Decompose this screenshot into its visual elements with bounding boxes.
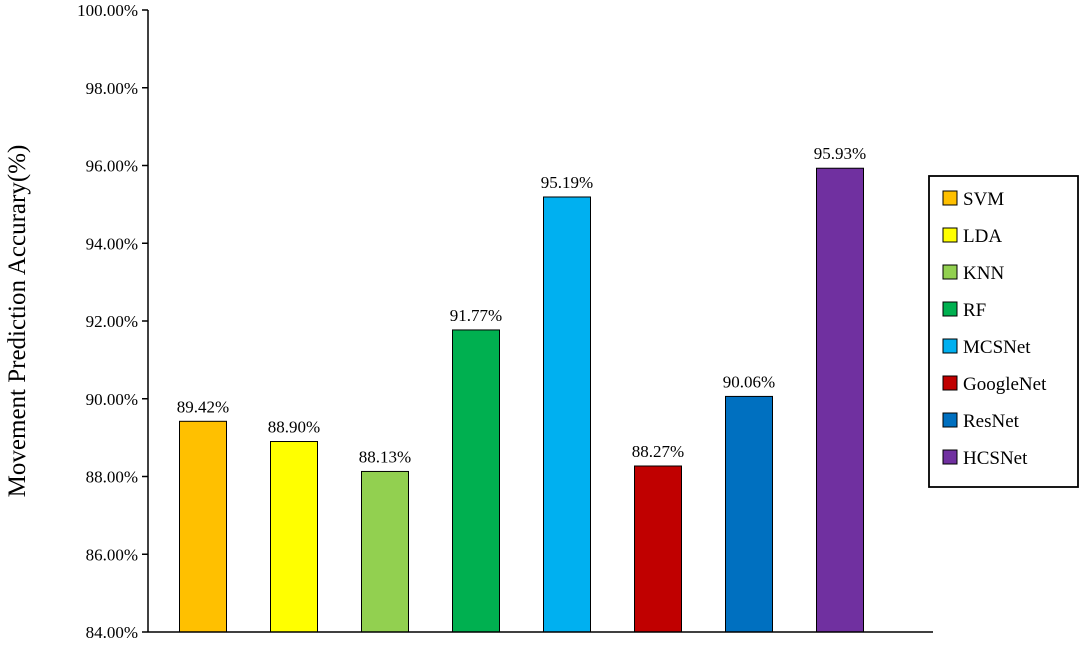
y-tick-label: 84.00% [86, 623, 138, 642]
legend-label-rf: RF [963, 300, 986, 321]
data-label-mcsnet: 95.19% [541, 173, 593, 192]
legend-label-hcsnet: HCSNet [963, 448, 1028, 469]
y-axis-title: Movement Prediction Accurary(%) [4, 145, 31, 498]
bar-googlenet [634, 465, 682, 633]
y-tick-label: 94.00% [86, 234, 138, 253]
data-label-svm: 89.42% [177, 397, 229, 416]
bar-lda [270, 441, 318, 633]
data-label-rf: 91.77% [450, 306, 502, 325]
legend-label-mcsnet: MCSNet [963, 337, 1031, 358]
axes-group [147, 10, 933, 633]
y-tick-label: 90.00% [86, 390, 138, 409]
bar-rf [452, 329, 500, 633]
legend-swatch-hcsnet [942, 449, 958, 465]
data-label-resnet: 90.06% [723, 372, 775, 391]
legend-frame [928, 175, 1079, 488]
legend-label-googlenet: GoogleNet [963, 374, 1047, 395]
bar-svm [179, 420, 227, 633]
legend-swatch-lda [942, 227, 958, 243]
data-label-lda: 88.90% [268, 418, 320, 437]
legend-swatch-rf [942, 301, 958, 317]
bar-resnet [725, 395, 773, 633]
y-tick-label: 96.00% [86, 157, 138, 176]
legend-swatch-resnet [942, 412, 958, 428]
y-tick-label: 100.00% [77, 1, 138, 20]
bar-hcsnet [816, 167, 864, 633]
y-axis-ticks: 84.00% 86.00% 88.00% 90.00% 92.00% 94.00% 96.0… [77, 1, 148, 642]
legend-swatch-mcsnet [942, 338, 958, 354]
legend: SVM LDA KNN RF MCSNet GoogleNet ResNet HCSNet [928, 175, 1079, 488]
data-label-hcsnet: 95.93% [814, 144, 866, 163]
data-label-knn: 88.13% [359, 447, 411, 466]
y-tick-label: 86.00% [86, 545, 138, 564]
legend-swatch-svm [942, 190, 958, 206]
legend-label-svm: SVM [963, 189, 1004, 210]
legend-label-knn: KNN [963, 263, 1004, 284]
y-tick-label: 92.00% [86, 312, 138, 331]
bars-group [179, 167, 864, 633]
y-tick-label: 88.00% [86, 468, 138, 487]
bar-mcsnet [543, 196, 591, 633]
y-axis-title-group: Movement Prediction Accurary(%) [4, 145, 31, 498]
legend-swatch-googlenet [942, 375, 958, 391]
data-label-googlenet: 88.27% [632, 442, 684, 461]
legend-label-lda: LDA [963, 226, 1002, 247]
legend-label-resnet: ResNet [963, 411, 1020, 432]
legend-swatch-knn [942, 264, 958, 280]
bar-data-labels: 89.42% 88.90% 88.13% 91.77% 95.19% 88.27% 90.0… [177, 144, 866, 466]
y-tick-label: 98.00% [86, 79, 138, 98]
bar-knn [361, 470, 409, 633]
